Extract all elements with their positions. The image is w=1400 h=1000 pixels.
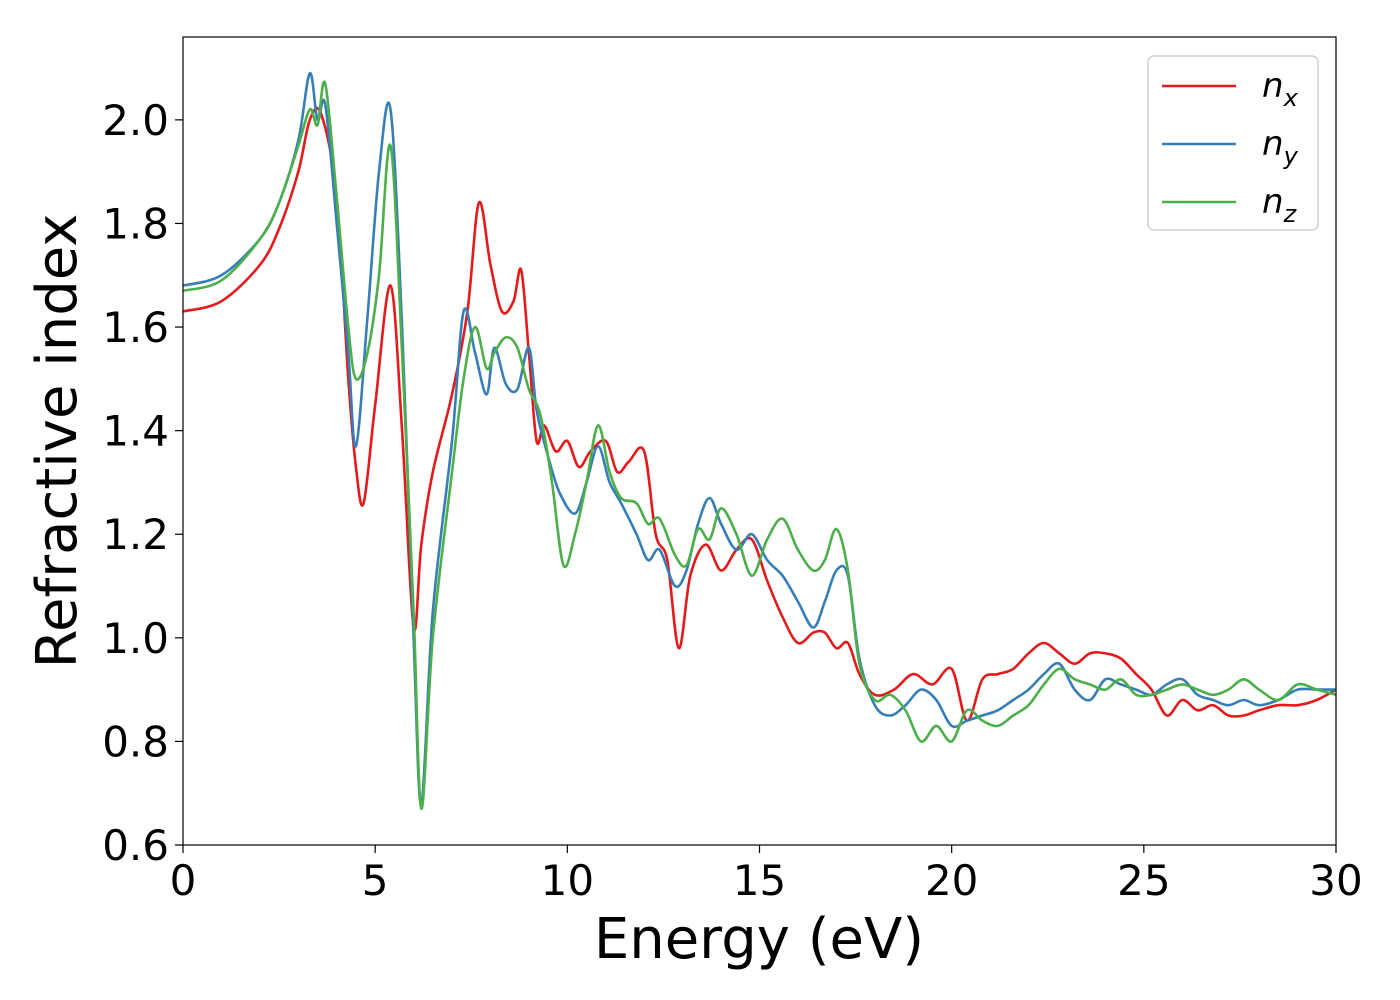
x-tick-label: 5 (362, 856, 389, 905)
legend-subscript: y (1283, 142, 1299, 170)
legend-subscript: z (1283, 200, 1298, 228)
series-line-nz (182, 80, 1337, 811)
y-axis-ticks: 0.6 0.8 1.0 1.2 1.4 1.6 1.8 2.0 (102, 96, 183, 870)
y-tick-label: 1.4 (102, 407, 169, 456)
legend-subscript: x (1283, 84, 1299, 112)
x-tick-label: 25 (1117, 856, 1170, 905)
y-tick-label: 1.6 (102, 303, 169, 352)
series-line-ny (182, 71, 1336, 805)
y-tick-label: 0.6 (102, 821, 169, 870)
y-tick-label: 1.8 (102, 199, 169, 248)
x-tick-label: 15 (733, 856, 786, 905)
series-line-nx (182, 106, 1337, 723)
y-tick-label: 1.2 (102, 510, 169, 559)
y-axis-label: Refractive index (25, 214, 90, 669)
x-tick-label: 10 (541, 856, 594, 905)
x-tick-label: 30 (1309, 856, 1362, 905)
x-tick-label: 0 (170, 856, 197, 905)
legend-label-ny: ny (1262, 124, 1299, 170)
x-tick-label: 20 (925, 856, 978, 905)
y-tick-label: 2.0 (102, 96, 169, 145)
series-lines (182, 71, 1337, 811)
x-axis-label: Energy (eV) (594, 907, 924, 972)
plot-area (183, 37, 1336, 845)
y-tick-label: 1.0 (102, 614, 169, 663)
y-tick-label: 0.8 (102, 717, 169, 766)
x-axis-ticks: 0 5 10 15 20 25 30 (170, 845, 1363, 905)
